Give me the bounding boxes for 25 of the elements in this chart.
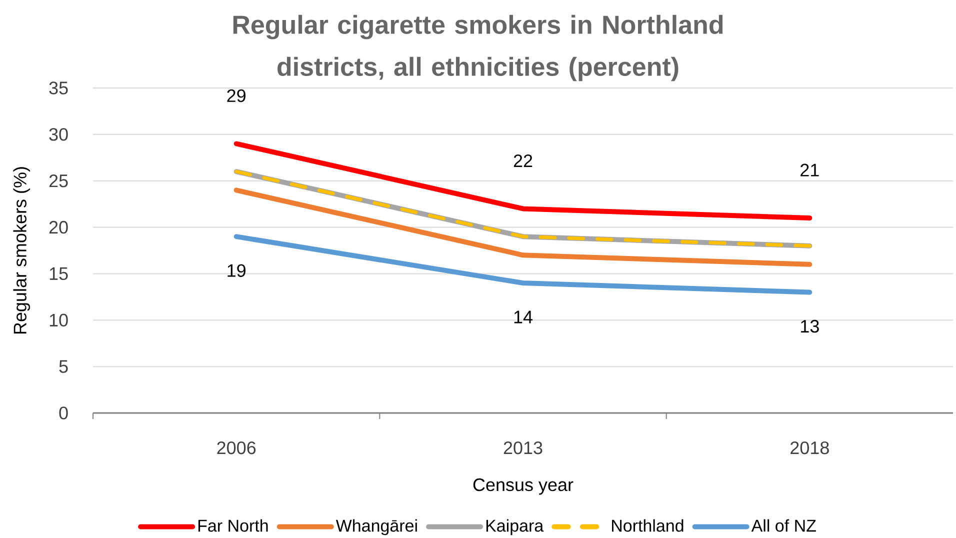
legend-label: Whangārei <box>336 519 417 535</box>
legend-label: Kaipara <box>486 519 544 535</box>
y-tick-label: 35 <box>49 82 68 94</box>
data-label: 13 <box>801 320 819 333</box>
data-label: 14 <box>514 310 532 324</box>
x-tick-label: 2006 <box>217 441 256 454</box>
y-tick-label: 5 <box>59 360 68 373</box>
y-tick-label: 15 <box>50 267 68 280</box>
y-axis-title: Regular smokers (%) <box>13 167 30 334</box>
y-tick-label: 0 <box>59 406 68 420</box>
data-label: 29 <box>227 89 246 102</box>
data-label: 19 <box>228 264 246 277</box>
y-tick-label: 20 <box>49 220 68 234</box>
legend-label: Northland <box>612 519 684 532</box>
y-tick-label: 30 <box>49 128 68 141</box>
x-tick-label: 2018 <box>790 441 829 454</box>
data-label: 21 <box>800 164 819 176</box>
data-label: 22 <box>514 154 532 167</box>
x-tick-label: 2013 <box>504 441 542 454</box>
y-tick-label: 25 <box>49 174 68 188</box>
chart-title: Regular cigarette smokers in Northland districts, all ethnicities (percent) <box>233 14 723 81</box>
legend-label: All of NZ <box>751 519 816 532</box>
legend-label: Far North <box>198 519 268 532</box>
x-axis-title: Census year <box>473 478 574 495</box>
y-tick-label: 10 <box>50 314 68 326</box>
